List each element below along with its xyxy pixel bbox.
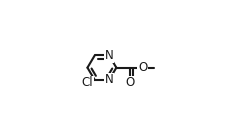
Text: Cl: Cl xyxy=(81,76,93,89)
Text: N: N xyxy=(104,73,113,86)
Text: O: O xyxy=(137,61,147,74)
Text: O: O xyxy=(125,76,134,89)
Text: N: N xyxy=(104,49,113,62)
